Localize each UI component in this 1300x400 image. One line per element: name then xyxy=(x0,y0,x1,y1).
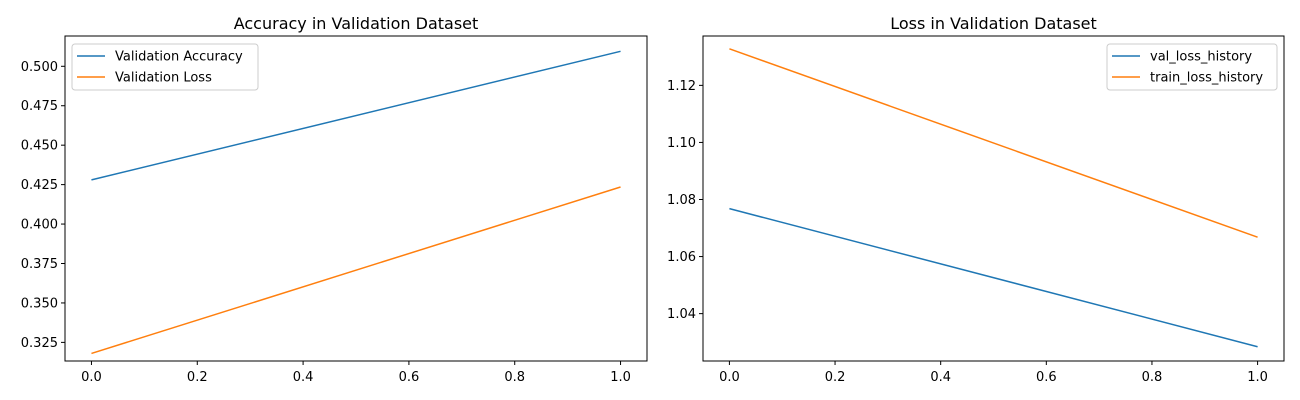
loss-x-tick-label: 0.6 xyxy=(1036,370,1057,385)
loss-x-tick-label: 0.0 xyxy=(719,370,740,385)
loss-legend-box xyxy=(1106,43,1278,91)
loss-x-tick-label: 1.0 xyxy=(1247,370,1268,385)
loss-plot-frame xyxy=(702,35,1285,362)
accuracy-y-tick-label: 0.325 xyxy=(21,336,58,351)
loss-series-line-1 xyxy=(729,207,1258,348)
loss-series-line-2 xyxy=(729,48,1258,238)
accuracy-x-tick-label: 0.6 xyxy=(399,370,420,385)
accuracy-subplot: Accuracy in Validation Dataset 0.0 0.2 0.4… xyxy=(21,14,648,385)
loss-x-tick-label: 0.4 xyxy=(930,370,951,385)
accuracy-y-tick-label: 0.500 xyxy=(21,60,58,75)
loss-x-tick-label: 0.8 xyxy=(1142,370,1163,385)
loss-y-tick-label: 1.06 xyxy=(667,250,696,265)
loss-y-tick-label: 1.10 xyxy=(667,136,696,151)
accuracy-x-tick-label: 0.8 xyxy=(504,370,525,385)
loss-y-tick-label: 1.04 xyxy=(667,307,696,322)
accuracy-legend-label: Validation Loss xyxy=(115,71,212,86)
accuracy-x-tick-label: 0.4 xyxy=(293,370,314,385)
accuracy-chart-title: Accuracy in Validation Dataset xyxy=(234,14,479,33)
accuracy-legend-label: Validation Accuracy xyxy=(115,50,243,65)
accuracy-x-tick-label: 1.0 xyxy=(610,370,631,385)
accuracy-y-tick-label: 0.425 xyxy=(21,178,58,193)
loss-y-tick-label: 1.12 xyxy=(667,79,696,94)
accuracy-y-tick-label: 0.375 xyxy=(21,257,58,272)
accuracy-y-tick-label: 0.400 xyxy=(21,218,58,233)
accuracy-y-tick-label: 0.350 xyxy=(21,296,58,311)
loss-chart-title: Loss in Validation Dataset xyxy=(890,14,1097,33)
accuracy-x-tick-label: 0.0 xyxy=(81,370,102,385)
loss-legend: val_loss_history train_loss_history xyxy=(1106,43,1278,91)
accuracy-x-tick-label: 0.2 xyxy=(187,370,208,385)
loss-subplot: Loss in Validation Dataset 0.0 0.2 0.4 0.6 0… xyxy=(667,14,1285,385)
accuracy-series-line-2 xyxy=(91,186,621,355)
accuracy-legend: Validation Accuracy Validation Loss xyxy=(71,43,259,91)
accuracy-series-line-1 xyxy=(91,50,621,181)
loss-legend-label: val_loss_history xyxy=(1150,50,1252,65)
loss-x-tick-label: 0.2 xyxy=(825,370,846,385)
accuracy-legend-box xyxy=(71,43,259,91)
accuracy-y-tick-label: 0.475 xyxy=(21,99,58,114)
accuracy-plot-frame xyxy=(64,35,648,362)
loss-legend-label: train_loss_history xyxy=(1150,71,1263,86)
loss-y-tick-label: 1.08 xyxy=(667,193,696,208)
accuracy-y-tick-label: 0.450 xyxy=(21,139,58,154)
